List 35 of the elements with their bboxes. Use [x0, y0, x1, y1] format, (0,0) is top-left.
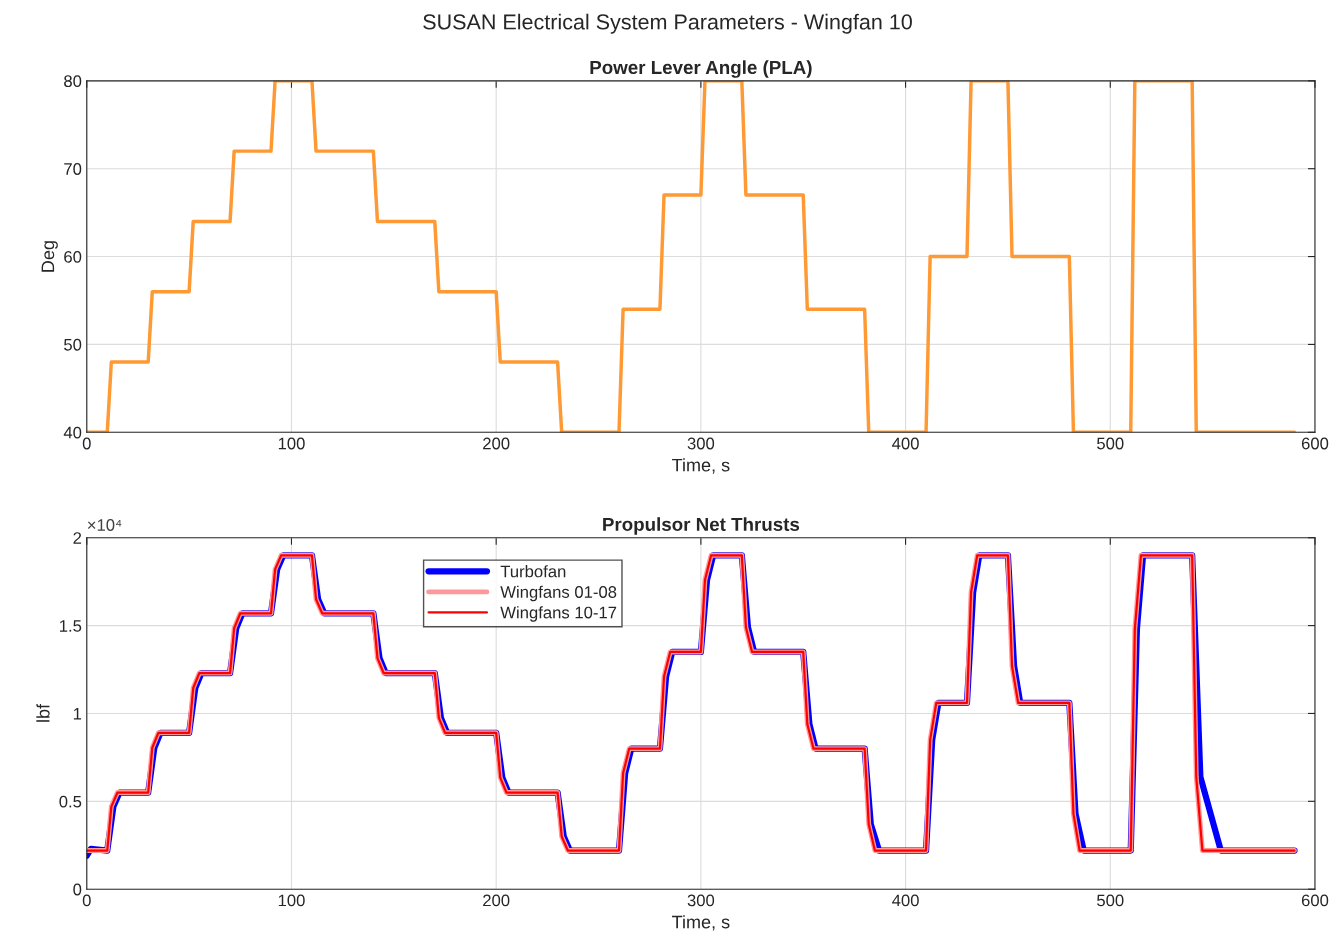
x-tick-label: 600	[1301, 894, 1329, 907]
x-tick-label: 500	[1097, 894, 1124, 907]
y-tick-label: 60	[64, 250, 82, 263]
x-tick-label: 100	[278, 437, 305, 450]
text: SUSAN Electrical System Parameters - Wingfan 10	[423, 13, 912, 34]
y-tick-label: 70	[64, 163, 82, 175]
legend-label: Turbofan	[500, 565, 566, 578]
chart-title: Power Lever Angle (PLA)	[590, 60, 812, 78]
y-axis-title: lbf	[36, 703, 50, 722]
y-tick-label: 1	[73, 708, 82, 720]
x-tick-label: 400	[892, 437, 919, 450]
x-axis-title: Time, s	[672, 915, 730, 931]
x-tick-label: 500	[1097, 437, 1124, 450]
y-tick-label: 0.5	[59, 795, 82, 808]
y-tick-label: 0	[73, 883, 82, 896]
legend-label: Wingfans 01-08	[500, 585, 617, 602]
x-tick-label: 200	[483, 894, 510, 907]
text: ×10⁴	[87, 519, 122, 531]
x-tick-label: 400	[892, 894, 919, 907]
x-tick-label: 100	[278, 894, 305, 907]
chart-title: Propulsor Net Thrusts	[603, 517, 800, 535]
y-tick-label: 40	[63, 426, 82, 439]
legend-label: Wingfans 10-17	[500, 606, 617, 622]
x-axis-title: Time, s	[672, 458, 730, 474]
x-tick-label: 0	[82, 437, 91, 450]
x-tick-label: 200	[483, 437, 510, 450]
x-tick-label: 300	[687, 437, 715, 450]
y-axis-title: Deg	[41, 241, 58, 272]
y-tick-label: 80	[64, 75, 82, 88]
y-tick-label: 1.5	[60, 620, 82, 632]
y-tick-label: 2	[73, 532, 82, 544]
y-tick-label: 50	[64, 338, 82, 351]
x-tick-label: 600	[1301, 437, 1329, 450]
x-tick-label: 0	[82, 894, 91, 907]
x-tick-label: 300	[687, 894, 715, 907]
